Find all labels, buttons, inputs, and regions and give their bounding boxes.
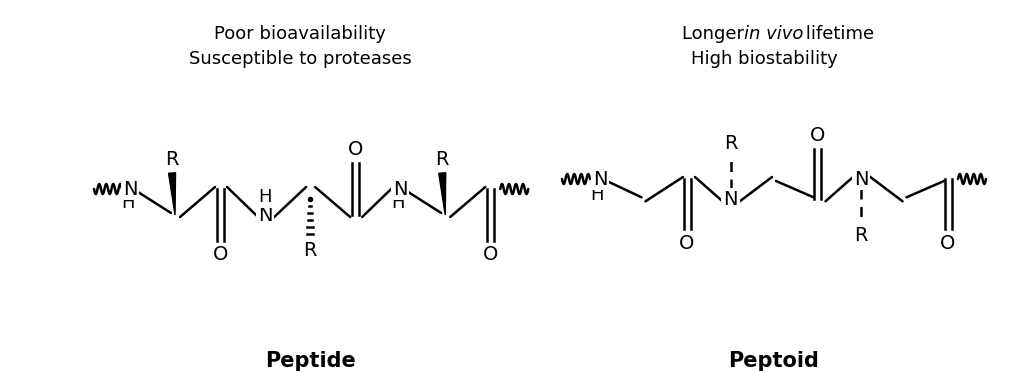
Text: O: O bbox=[810, 126, 825, 145]
Text: R: R bbox=[854, 226, 867, 245]
Polygon shape bbox=[169, 173, 175, 215]
Text: H: H bbox=[121, 194, 135, 212]
Text: R: R bbox=[724, 134, 737, 153]
Text: N: N bbox=[123, 179, 137, 198]
Text: R: R bbox=[165, 149, 179, 168]
Text: O: O bbox=[347, 140, 362, 158]
Text: lifetime: lifetime bbox=[800, 25, 874, 43]
Text: Poor bioavailability: Poor bioavailability bbox=[214, 25, 386, 43]
Text: Longer: Longer bbox=[682, 25, 750, 43]
Text: N: N bbox=[393, 179, 408, 198]
Text: O: O bbox=[940, 233, 955, 252]
Text: N: N bbox=[258, 205, 272, 224]
Text: N: N bbox=[723, 190, 737, 209]
Text: High biostability: High biostability bbox=[690, 50, 838, 68]
Text: R: R bbox=[435, 149, 449, 168]
Text: N: N bbox=[593, 170, 607, 189]
Text: Peptoid: Peptoid bbox=[728, 351, 819, 371]
Polygon shape bbox=[438, 173, 445, 215]
Text: O: O bbox=[482, 245, 498, 265]
Text: O: O bbox=[212, 245, 227, 265]
Text: N: N bbox=[854, 170, 868, 189]
Text: H: H bbox=[590, 186, 604, 204]
Text: in vivo: in vivo bbox=[744, 25, 804, 43]
Text: H: H bbox=[258, 188, 271, 206]
Text: H: H bbox=[391, 194, 404, 212]
Text: Peptide: Peptide bbox=[265, 351, 355, 371]
Text: R: R bbox=[303, 242, 316, 261]
Text: O: O bbox=[679, 233, 694, 252]
Text: Susceptible to proteases: Susceptible to proteases bbox=[188, 50, 412, 68]
